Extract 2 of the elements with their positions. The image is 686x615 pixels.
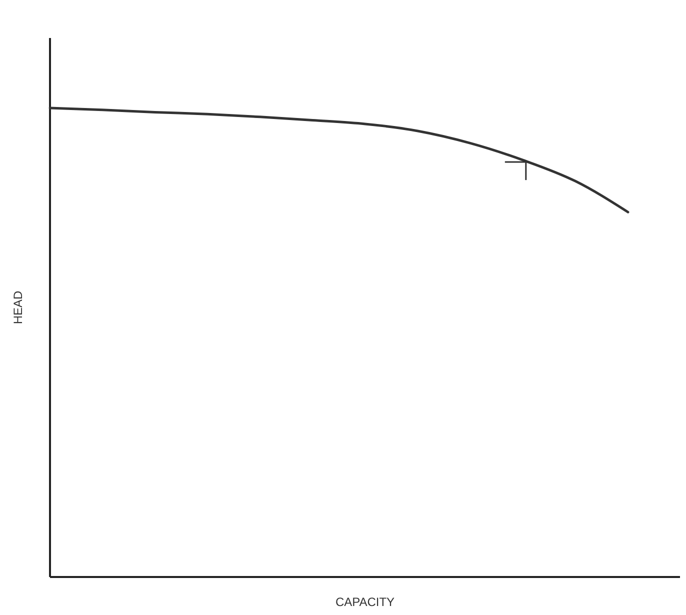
x-axis-title: CAPACITY	[335, 595, 395, 609]
y-axis-title: HEAD	[11, 290, 25, 324]
